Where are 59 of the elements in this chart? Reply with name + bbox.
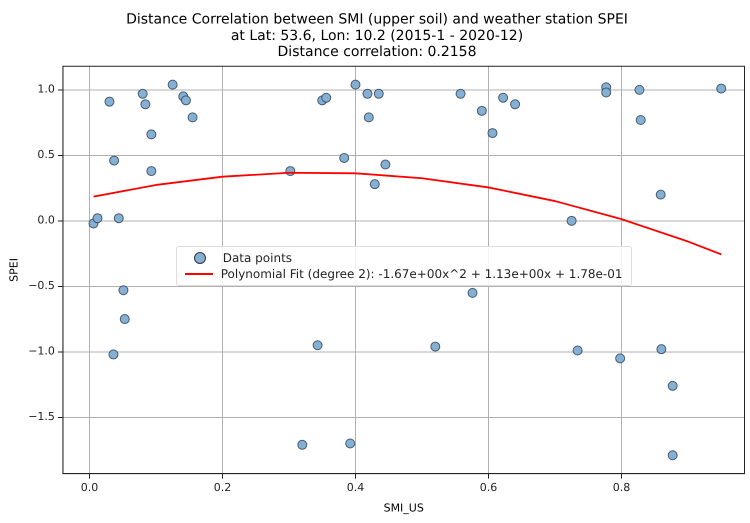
point bbox=[140, 99, 150, 110]
point bbox=[510, 99, 520, 110]
y-tick-label: 1.0 bbox=[37, 82, 55, 96]
y-tick-label: −1.0 bbox=[28, 344, 55, 358]
x-tick-label: 0.0 bbox=[80, 481, 98, 494]
point bbox=[456, 88, 466, 99]
y-tick-label: 0.0 bbox=[37, 214, 55, 227]
point bbox=[146, 129, 156, 140]
point bbox=[364, 112, 374, 122]
point bbox=[468, 288, 478, 298]
point bbox=[168, 80, 178, 90]
point bbox=[92, 213, 102, 224]
legend-label: Polynomial Fit (degree 2): -1.67e+00x^2 + 1.13e+00x + 1.78e-01 bbox=[220, 266, 623, 281]
point bbox=[120, 314, 130, 324]
point bbox=[716, 84, 726, 94]
point bbox=[104, 96, 114, 107]
point bbox=[312, 340, 323, 350]
point bbox=[362, 88, 372, 99]
point bbox=[118, 285, 128, 296]
point bbox=[109, 156, 120, 166]
point bbox=[146, 166, 156, 176]
point bbox=[339, 152, 350, 163]
point bbox=[566, 216, 577, 226]
point bbox=[321, 92, 332, 103]
point bbox=[572, 345, 583, 356]
point bbox=[374, 88, 384, 99]
x-axis-title: SMI_US bbox=[384, 501, 424, 514]
point bbox=[350, 80, 360, 90]
y-tick-label: −1.5 bbox=[28, 410, 55, 424]
point bbox=[138, 88, 148, 99]
point bbox=[615, 353, 626, 364]
point bbox=[430, 342, 440, 352]
y-axis-title: SPEI bbox=[7, 258, 20, 282]
point bbox=[656, 344, 666, 354]
point bbox=[297, 440, 308, 450]
point bbox=[634, 84, 644, 95]
legend-label: Data points bbox=[222, 250, 292, 265]
x-tick-label: 0.8 bbox=[612, 481, 630, 494]
x-tick-label: 0.2 bbox=[214, 481, 232, 494]
point bbox=[114, 213, 124, 224]
point bbox=[498, 92, 508, 103]
point bbox=[380, 160, 390, 170]
point bbox=[636, 114, 646, 125]
chart-title: Distance Correlation between SMI (upper soil) and weather station SPEI at Lat: 53.6, Lon: 10.2 (2015-1 - 2020-12) Distance correlation: 0.2158 bbox=[126, 12, 628, 60]
point bbox=[180, 95, 191, 106]
x-tick-label: 0.6 bbox=[480, 481, 498, 494]
point bbox=[487, 128, 498, 138]
point bbox=[345, 438, 356, 448]
y-tick-label: 0.5 bbox=[37, 148, 55, 162]
point bbox=[668, 450, 678, 460]
point bbox=[188, 112, 198, 122]
point bbox=[668, 380, 678, 391]
point bbox=[370, 179, 380, 190]
point bbox=[601, 87, 612, 98]
point bbox=[108, 349, 118, 360]
point bbox=[656, 190, 666, 200]
y-tick-label: −0.5 bbox=[28, 279, 55, 292]
point bbox=[476, 106, 487, 116]
x-tick-label: 0.4 bbox=[346, 481, 364, 494]
